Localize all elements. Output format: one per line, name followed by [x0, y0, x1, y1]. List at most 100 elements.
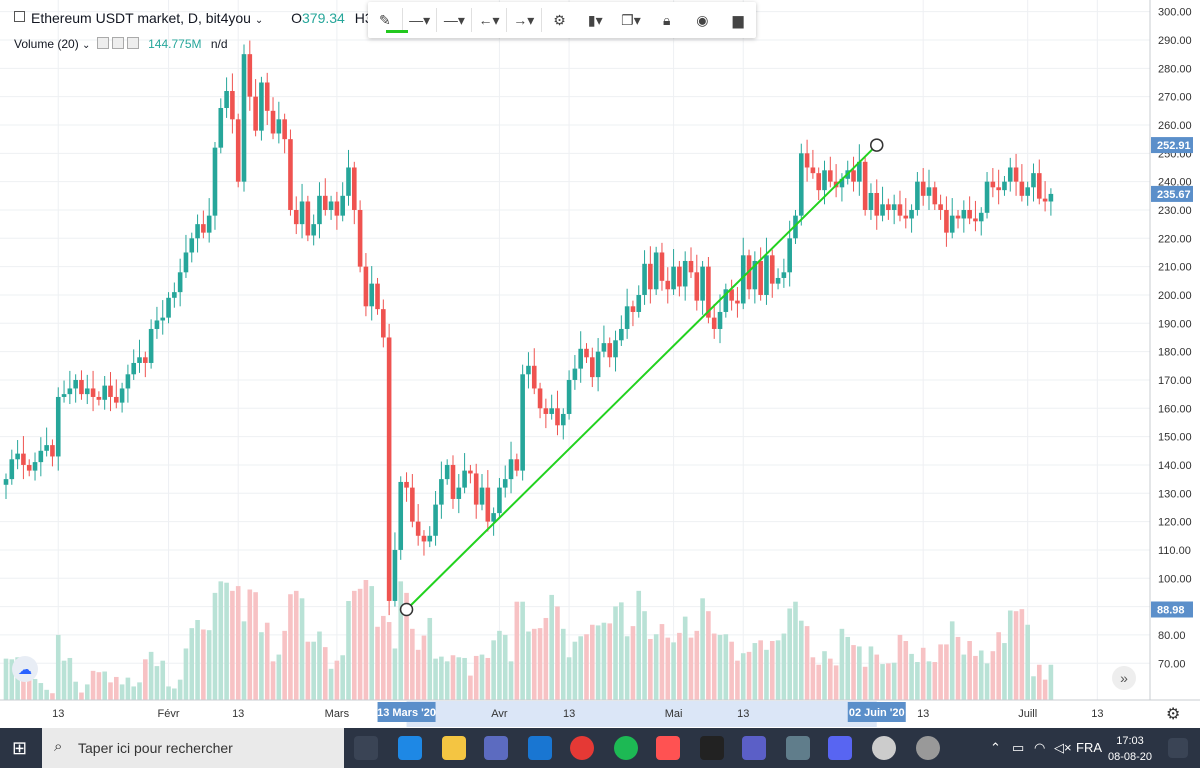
candle-body: [903, 215, 909, 219]
trendline-end-handle[interactable]: [870, 138, 884, 152]
candle-body: [804, 153, 810, 168]
language-indicator[interactable]: FRA: [1076, 740, 1102, 755]
line-style-icon[interactable]: —▾: [409, 11, 431, 28]
volume-bar: [549, 594, 554, 700]
chevron-down-icon[interactable]: ⌄: [254, 15, 264, 26]
clock[interactable]: 17:03 08-08-20: [1108, 733, 1152, 765]
collapse-icon[interactable]: [14, 11, 25, 22]
price-tick-label: 220.00: [1158, 233, 1192, 245]
candle-body: [479, 487, 485, 505]
discord-icon[interactable]: [828, 736, 852, 760]
volume-bar: [891, 662, 897, 700]
volume-bar: [1013, 611, 1019, 700]
task-view-icon[interactable]: [354, 736, 378, 760]
candle-body: [857, 161, 862, 182]
windows-start-icon[interactable]: ⊞: [12, 738, 28, 758]
file-explorer-icon[interactable]: [442, 736, 466, 760]
candle-body: [543, 408, 549, 414]
volume-bar: [386, 622, 392, 700]
candle-body: [891, 204, 897, 210]
gear-icon[interactable]: [111, 37, 124, 49]
volume-bar: [439, 656, 444, 700]
wifi-icon[interactable]: ◠: [1034, 740, 1046, 755]
volume-bar: [659, 624, 665, 700]
left-end-icon[interactable]: ←▾: [478, 11, 500, 28]
volume-bar: [113, 676, 119, 700]
pencil-icon[interactable]: ✎: [379, 11, 391, 28]
volume-bar: [79, 692, 84, 700]
candle-body: [322, 195, 328, 210]
candle-body: [73, 379, 78, 389]
teams-icon[interactable]: [742, 736, 766, 760]
selection-range: [406, 701, 877, 727]
candle-body: [102, 385, 107, 400]
candle-body: [293, 209, 299, 225]
symbol-legend[interactable]: Ethereum USDT market, D, bit4you ⌄ O379.…: [14, 10, 373, 26]
battery-icon[interactable]: ▭: [1012, 740, 1025, 755]
candle-body: [920, 181, 926, 196]
candle-body: [491, 513, 496, 522]
copy-icon[interactable]: ❐▾: [621, 11, 641, 28]
candle-body: [189, 238, 195, 253]
trendline[interactable]: [405, 144, 878, 611]
scroll-to-latest-icon[interactable]: »: [1112, 666, 1136, 690]
close-icon[interactable]: [126, 37, 139, 49]
mail-icon[interactable]: [528, 736, 552, 760]
volume-bar: [247, 589, 253, 700]
volume-bar: [479, 654, 485, 700]
store-icon[interactable]: [484, 736, 508, 760]
camera-app-icon[interactable]: [786, 736, 810, 760]
tradingview-logo-icon[interactable]: ☁: [12, 656, 38, 682]
right-end-icon[interactable]: →▾: [513, 11, 535, 28]
candle-body: [1048, 193, 1054, 202]
notifications-icon[interactable]: [1168, 738, 1188, 758]
candle-body: [468, 470, 473, 474]
volume-bar: [195, 620, 200, 700]
volume-bar: [938, 644, 943, 700]
volume-bar: [949, 621, 955, 700]
volume-mute-icon[interactable]: ◁×: [1054, 740, 1072, 755]
gear-icon[interactable]: ⚙: [1166, 704, 1180, 723]
candle-body: [619, 328, 624, 341]
volume-bar: [67, 657, 73, 700]
candle-body: [433, 504, 438, 536]
eye-icon[interactable]: [96, 37, 109, 49]
candle-body: [15, 453, 20, 460]
movie-app-icon[interactable]: [700, 736, 724, 760]
chevron-down-icon[interactable]: ⌄: [82, 40, 91, 51]
browser-icon[interactable]: [872, 736, 896, 760]
app-icon[interactable]: [916, 736, 940, 760]
chart[interactable]: 70.0080.0090.00100.00110.00120.00130.001…: [0, 0, 1200, 728]
price-tick-label: 300.00: [1158, 7, 1192, 19]
time-tick-label: Juill: [1018, 708, 1037, 720]
trash-icon[interactable]: ▆: [732, 11, 744, 28]
app-icon[interactable]: [656, 736, 680, 760]
eye-icon[interactable]: ◉: [696, 11, 709, 28]
edge-icon[interactable]: [398, 736, 422, 760]
volume-bar: [206, 630, 212, 700]
chevron-up-icon[interactable]: ⌃: [990, 740, 1001, 755]
chrome-icon[interactable]: [570, 736, 594, 760]
volume-legend[interactable]: Volume (20) ⌄ 144.775M n/d: [14, 37, 228, 51]
gear-icon[interactable]: ⚙: [553, 11, 566, 28]
taskbar-search[interactable]: ⌕ Taper ici pour rechercher: [42, 728, 344, 768]
candle-body: [973, 218, 978, 222]
candle-body: [473, 473, 479, 505]
fill-icon[interactable]: ▮▾: [587, 11, 603, 28]
trendline-start-handle[interactable]: [399, 602, 414, 617]
line-width-icon[interactable]: —▾: [443, 11, 465, 28]
volume-bar: [456, 657, 462, 700]
lock-icon[interactable]: 🔒︎: [662, 11, 671, 28]
candle-body: [38, 450, 44, 463]
volume-bar: [160, 660, 166, 700]
volume-bar: [444, 661, 450, 700]
spotify-icon[interactable]: [614, 736, 638, 760]
volume-bar: [381, 615, 386, 700]
price-tick-label: 170.00: [1158, 375, 1192, 387]
time-tick-label: 13: [917, 708, 929, 720]
candle-body: [769, 255, 775, 284]
price-tick-label: 260.00: [1158, 120, 1192, 132]
candle-body: [381, 309, 386, 338]
time-tick-label: Avr: [491, 708, 508, 720]
volume-bar: [1019, 609, 1025, 700]
